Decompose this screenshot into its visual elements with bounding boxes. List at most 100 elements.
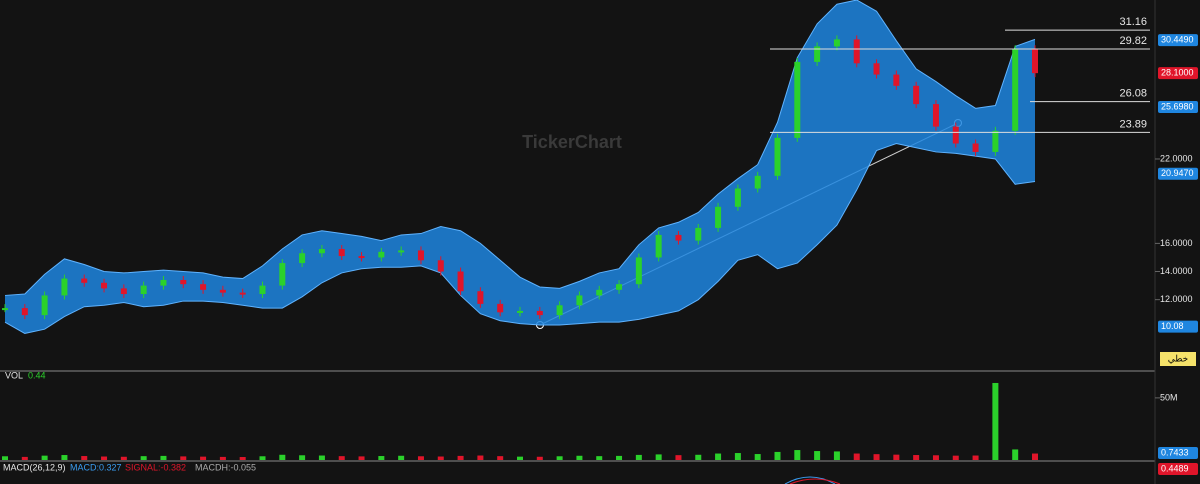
volume-bar	[180, 456, 187, 460]
volume-bar	[734, 453, 741, 460]
candle	[417, 250, 424, 261]
volume-bar	[219, 456, 226, 460]
volume-bar	[140, 456, 147, 460]
candle	[279, 263, 286, 286]
volume-bar	[120, 456, 127, 460]
candle	[398, 250, 405, 253]
candle	[972, 143, 979, 152]
candle	[437, 260, 444, 272]
macd-signal: SIGNAL:-0.382	[125, 462, 186, 472]
price-tag	[1158, 320, 1198, 333]
volume-bar	[398, 455, 405, 460]
y-tick-label: 14.0000	[1160, 266, 1193, 276]
price-tag	[1158, 167, 1198, 180]
volume-bar	[596, 456, 603, 460]
volume-bar	[41, 455, 48, 460]
y-tick-label: 12.0000	[1160, 294, 1193, 304]
macd-value: MACD:0.327	[70, 462, 122, 472]
candle	[734, 188, 741, 207]
candle	[378, 251, 385, 258]
band-area	[5, 0, 1035, 334]
volume-bar	[259, 456, 266, 460]
candle	[338, 249, 345, 257]
candle	[536, 310, 543, 316]
candle	[160, 279, 167, 286]
candle	[576, 295, 583, 306]
volume-bar	[2, 456, 8, 460]
volume-bar	[814, 451, 821, 460]
candle	[655, 234, 662, 258]
candle	[259, 285, 266, 295]
volume-bar	[774, 451, 781, 460]
volume-bar	[616, 455, 623, 460]
candle	[219, 289, 226, 293]
volume-bar	[576, 455, 583, 460]
price-tag	[1158, 34, 1198, 47]
volume-bar	[794, 450, 801, 460]
candle	[299, 253, 306, 264]
candle	[893, 74, 900, 86]
macd-title: MACD(26,12,9)	[3, 462, 66, 472]
style-label: خطي	[1168, 353, 1188, 363]
price-tag	[1158, 100, 1198, 113]
candle	[120, 288, 127, 295]
volume-bar	[457, 455, 464, 460]
volume-bar	[358, 456, 365, 460]
candle	[794, 61, 801, 138]
y-tick-label: 16.0000	[1160, 238, 1193, 248]
volume-tag-box	[1158, 447, 1198, 459]
volume-bar	[200, 456, 207, 460]
candle	[358, 256, 365, 259]
volume-bar	[754, 454, 761, 460]
watermark: TickerChart	[522, 132, 622, 152]
volume-bar	[556, 456, 563, 460]
volume-bar	[1032, 453, 1038, 460]
candle	[715, 206, 722, 228]
candle	[952, 126, 959, 144]
volume-bar	[932, 455, 939, 460]
candle	[61, 278, 68, 296]
volume-bar	[61, 455, 68, 460]
candle	[180, 279, 187, 285]
candle	[517, 310, 523, 313]
candle	[140, 285, 147, 295]
volume-bar	[695, 454, 702, 460]
candle	[41, 295, 48, 316]
candle	[814, 46, 821, 62]
candle	[200, 284, 207, 290]
candle	[1012, 49, 1019, 131]
candle	[853, 39, 860, 64]
volume-bar	[655, 454, 662, 460]
price-tag	[1158, 67, 1198, 80]
volume-bar	[992, 382, 999, 460]
volume-bar	[675, 455, 682, 460]
volume-bar	[338, 456, 345, 460]
candle	[873, 63, 880, 75]
volume-bar	[299, 455, 306, 460]
candle	[457, 271, 464, 292]
macd-tag-box	[1158, 463, 1198, 475]
candle	[101, 282, 108, 289]
volume-bar	[318, 455, 325, 460]
volume-bar	[635, 454, 642, 460]
price-tag-label: 25.6980	[1161, 101, 1194, 111]
candle	[992, 130, 999, 152]
volume-bar	[160, 455, 167, 460]
candle	[497, 303, 504, 313]
volume-bar	[378, 456, 385, 460]
fib-label: 26.08	[1119, 87, 1147, 99]
candle	[477, 291, 484, 304]
price-tag-label: 10.08	[1161, 321, 1184, 331]
volume-bar	[715, 453, 722, 460]
volume-bar	[437, 456, 444, 460]
candle	[556, 305, 563, 316]
candle	[596, 289, 603, 296]
price-tag-label: 28.1000	[1161, 68, 1194, 78]
candle	[2, 308, 8, 311]
candle	[239, 292, 246, 295]
volume-bar	[893, 454, 900, 460]
volume-bar	[952, 455, 959, 460]
lower-band	[4, 142, 1036, 334]
volume-bar	[81, 456, 88, 460]
